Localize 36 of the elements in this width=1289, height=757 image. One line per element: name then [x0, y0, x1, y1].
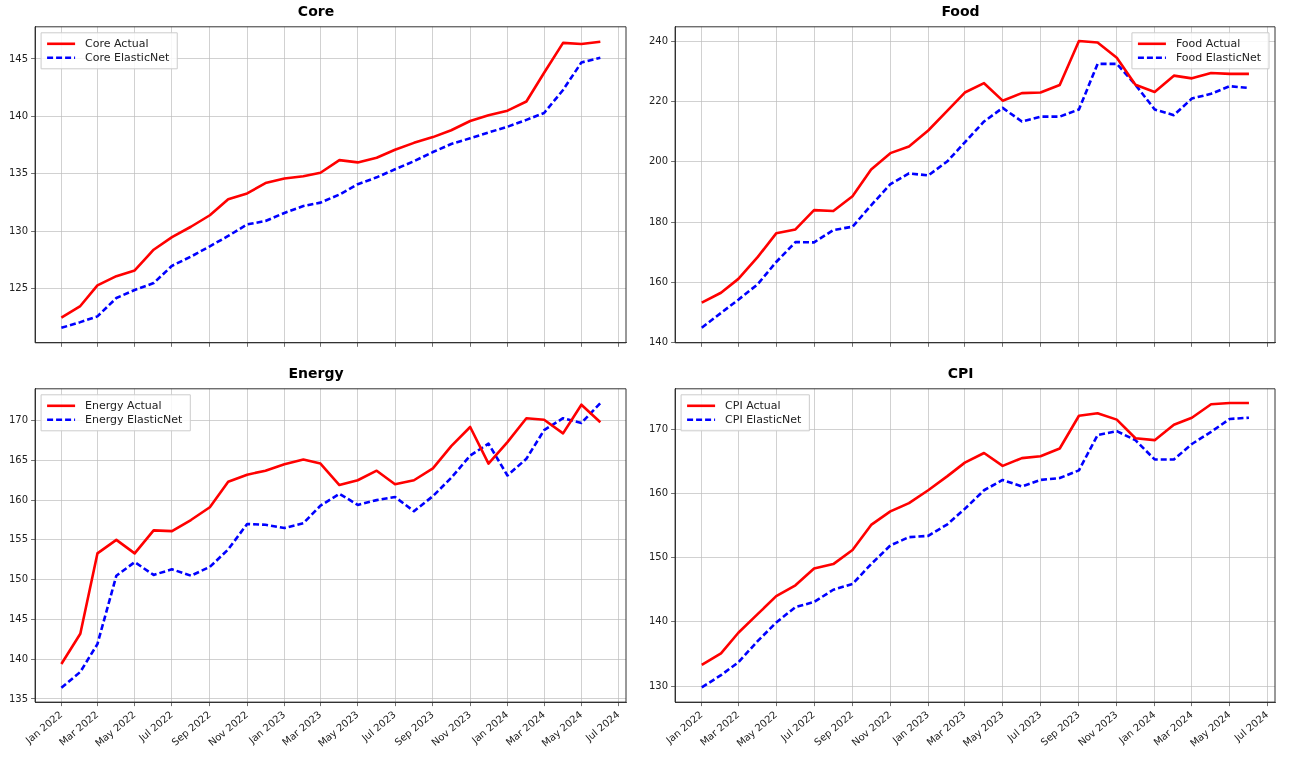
legend-label: Food Actual: [1175, 36, 1241, 50]
y-tick-label: 165: [8, 453, 29, 465]
y-tick-label: 150: [648, 551, 669, 563]
y-tick-label: 145: [8, 613, 29, 625]
legend-label: Core ElasticNet: [85, 50, 170, 64]
y-tick-label: 160: [648, 276, 669, 288]
legend-label: Energy Actual: [85, 398, 162, 412]
legend-label: Food ElasticNet: [1175, 50, 1262, 64]
y-tick-label: 150: [8, 573, 29, 585]
legend-label: Energy ElasticNet: [85, 412, 183, 426]
y-tick-label: 180: [648, 215, 669, 227]
y-tick-label: 140: [648, 336, 669, 348]
y-tick-label: 170: [8, 414, 29, 426]
y-tick-label: 140: [648, 615, 669, 627]
chart-title: Core: [297, 3, 335, 20]
y-tick-label: 200: [648, 155, 669, 167]
chart-title: Food: [941, 3, 980, 20]
chart-title: Energy: [288, 365, 344, 382]
y-tick-label: 155: [8, 533, 29, 545]
y-tick-label: 135: [8, 167, 29, 179]
y-tick-label: 240: [648, 34, 669, 46]
y-tick-label: 130: [8, 224, 29, 236]
legend-label: CPI ElasticNet: [725, 412, 803, 426]
y-tick-label: 220: [648, 95, 669, 107]
y-tick-label: 160: [648, 487, 669, 499]
chart-title: CPI: [947, 365, 974, 382]
y-tick-label: 140: [8, 110, 29, 122]
y-tick-label: 160: [8, 493, 29, 505]
y-tick-label: 125: [8, 282, 29, 294]
y-tick-label: 170: [648, 422, 669, 434]
y-tick-label: 140: [8, 652, 29, 664]
y-tick-label: 130: [648, 679, 669, 691]
legend-label: CPI Actual: [725, 398, 781, 412]
y-tick-label: 145: [8, 52, 29, 64]
y-tick-label: 135: [8, 692, 29, 704]
legend-label: Core Actual: [85, 36, 149, 50]
